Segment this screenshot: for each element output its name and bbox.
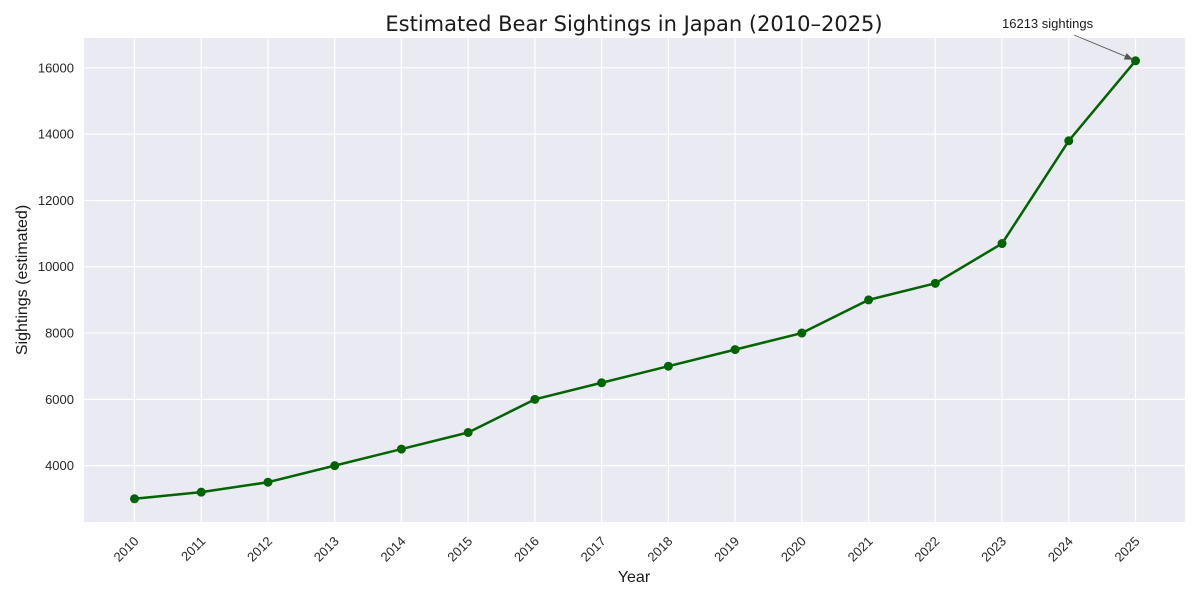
y-tick-labels: 4000 6000 8000 10000 12000 14000 16000	[38, 60, 74, 473]
x-tick-label: 2010	[111, 534, 142, 565]
x-tick-label: 2019	[711, 534, 742, 565]
y-tick-label: 16000	[38, 60, 74, 75]
x-tick-label: 2012	[244, 534, 275, 565]
data-point	[930, 278, 940, 288]
data-point	[396, 444, 406, 454]
data-point	[997, 239, 1007, 249]
y-tick-label: 10000	[38, 259, 74, 274]
data-point	[530, 394, 540, 404]
x-tick-label: 2013	[311, 534, 342, 565]
annotation-arrow	[1073, 34, 1132, 60]
plot-area	[84, 38, 1185, 522]
y-axis-title: Sightings (estimated)	[14, 205, 31, 355]
data-point	[196, 487, 206, 497]
data-point	[330, 461, 340, 471]
data-point	[1131, 56, 1140, 66]
annotation-arrowhead	[1123, 53, 1134, 60]
series-line	[134, 59, 1137, 501]
data-point	[463, 427, 473, 437]
x-tick-label: 2022	[911, 534, 942, 565]
data-point	[597, 378, 607, 388]
x-tick-label: 2015	[444, 534, 475, 565]
x-tick-label: 2024	[1045, 534, 1076, 565]
x-tick-label: 2011	[178, 534, 208, 564]
x-tick-labels: 2010 2011 2012 2013 2014 2015 2016 2017 2018 2019…	[111, 534, 1143, 565]
x-tick-label: 2025	[1112, 534, 1143, 565]
data-point	[864, 295, 874, 305]
data-point	[1064, 136, 1074, 146]
y-tick-label: 6000	[45, 392, 74, 407]
x-tick-label: 2017	[578, 534, 609, 565]
y-tick-label: 4000	[45, 458, 74, 473]
y-tick-label: 14000	[38, 127, 74, 142]
annotation-label: 16213 sightings	[1002, 16, 1094, 31]
data-point	[730, 345, 740, 355]
y-gridlines	[84, 67, 1185, 467]
data-point	[130, 494, 139, 504]
data-point	[263, 477, 273, 487]
y-tick-label: 8000	[45, 326, 74, 341]
x-axis-title: Year	[618, 569, 651, 586]
chart-title: Estimated Bear Sightings in Japan (2010–…	[385, 12, 882, 36]
data-point	[663, 361, 673, 371]
x-tick-label: 2016	[511, 534, 542, 565]
x-tick-label: 2020	[778, 534, 809, 565]
x-tick-label: 2014	[377, 534, 408, 565]
y-tick-label: 12000	[38, 193, 74, 208]
data-point	[797, 328, 807, 338]
x-tick-label: 2023	[978, 534, 1009, 565]
data-points	[130, 56, 1140, 504]
x-tick-label: 2021	[845, 534, 876, 565]
x-tick-label: 2018	[644, 534, 675, 565]
